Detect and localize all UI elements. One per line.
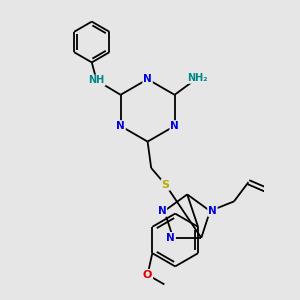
- Text: S: S: [162, 180, 170, 190]
- Text: N: N: [143, 74, 152, 84]
- Text: N: N: [166, 233, 175, 243]
- Text: N: N: [158, 206, 166, 216]
- Text: NH₂: NH₂: [187, 73, 208, 83]
- Text: N: N: [116, 121, 125, 131]
- Text: N: N: [170, 121, 179, 131]
- Text: O: O: [143, 270, 152, 280]
- Text: NH: NH: [88, 75, 105, 85]
- Text: N: N: [208, 206, 217, 216]
